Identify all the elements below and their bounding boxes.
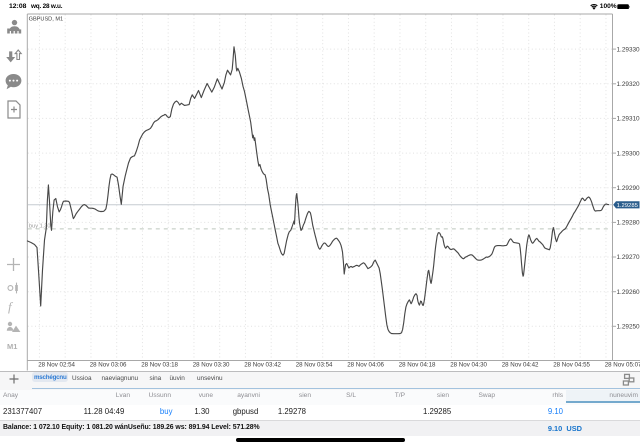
svg-text:1.29250: 1.29250 — [617, 324, 640, 331]
svg-text:1.29310: 1.29310 — [617, 116, 640, 123]
svg-text:1.29330: 1.29330 — [617, 46, 640, 53]
svg-text:1.29285: 1.29285 — [617, 203, 639, 209]
svg-text:buy 1.30: buy 1.30 — [29, 223, 50, 229]
svg-text:28 Nov 03:54: 28 Nov 03:54 — [296, 362, 333, 369]
svg-text:28 Nov 04:42: 28 Nov 04:42 — [502, 362, 539, 369]
svg-text:1.29280: 1.29280 — [617, 220, 640, 227]
svg-text:28 Nov 04:55: 28 Nov 04:55 — [553, 362, 590, 369]
svg-text:28 Nov 05:07: 28 Nov 05:07 — [605, 362, 640, 369]
svg-text:1.29270: 1.29270 — [617, 254, 640, 261]
svg-text:28 Nov 02:54: 28 Nov 02:54 — [38, 362, 75, 369]
svg-text:28 Nov 04:18: 28 Nov 04:18 — [399, 362, 436, 369]
svg-text:1.29300: 1.29300 — [617, 150, 640, 157]
svg-text:1.29260: 1.29260 — [617, 289, 640, 296]
svg-text:1.29320: 1.29320 — [617, 81, 640, 88]
svg-text:28 Nov 04:06: 28 Nov 04:06 — [347, 362, 384, 369]
svg-text:28 Nov 04:30: 28 Nov 04:30 — [450, 362, 487, 369]
svg-text:28 Nov 03:18: 28 Nov 03:18 — [141, 362, 178, 369]
svg-text:1.29290: 1.29290 — [617, 185, 640, 192]
svg-text:GBPUSD, M1: GBPUSD, M1 — [29, 16, 64, 22]
svg-text:28 Nov 03:06: 28 Nov 03:06 — [90, 362, 127, 369]
svg-text:28 Nov 03:30: 28 Nov 03:30 — [193, 362, 230, 369]
svg-text:28 Nov 03:42: 28 Nov 03:42 — [244, 362, 281, 369]
